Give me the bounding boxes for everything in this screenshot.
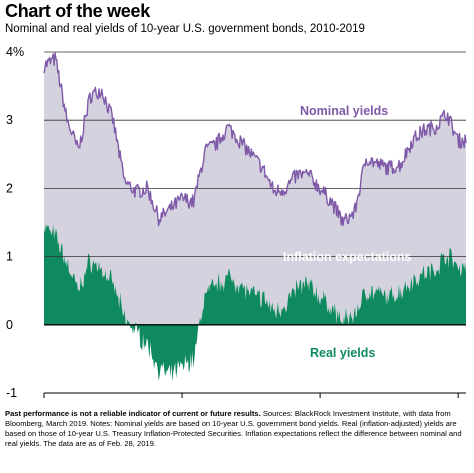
inflation-expectations-area	[44, 52, 466, 382]
inflation-expectations-label: Inflation expectations	[283, 250, 412, 264]
y-tick-label: 0	[6, 318, 13, 332]
y-tick-label: 2	[6, 181, 13, 195]
nominal-yields-label: Nominal yields	[300, 104, 388, 118]
real-yields-label: Real yields	[310, 346, 375, 360]
footnote: Past performance is not a reliable indic…	[5, 409, 469, 449]
chart-subtitle: Nominal and real yields of 10-year U.S. …	[5, 23, 365, 35]
y-tick-label: 1	[6, 250, 13, 264]
y-tick-label: 4%	[6, 45, 24, 59]
chart-title: Chart of the week	[5, 1, 150, 21]
footnote-text: Sources: BlackRock Investment Institute,…	[5, 409, 462, 448]
footnote-bold: Past performance is not a reliable indic…	[5, 409, 261, 418]
nominal-yields-line	[43, 52, 467, 227]
y-tick-label: 3	[6, 113, 13, 127]
real-yields-area	[44, 224, 466, 382]
y-tick-label: -1	[6, 386, 17, 400]
